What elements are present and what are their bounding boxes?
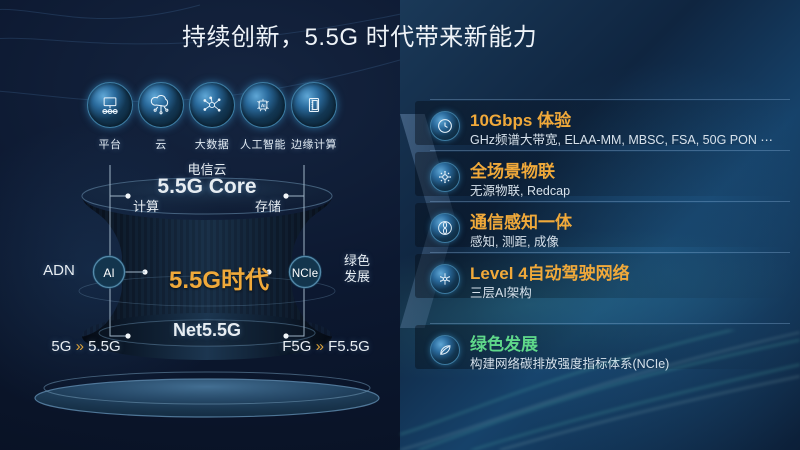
svg-text:NCIe: NCIe — [292, 268, 318, 280]
svg-text:AI: AI — [103, 266, 114, 280]
